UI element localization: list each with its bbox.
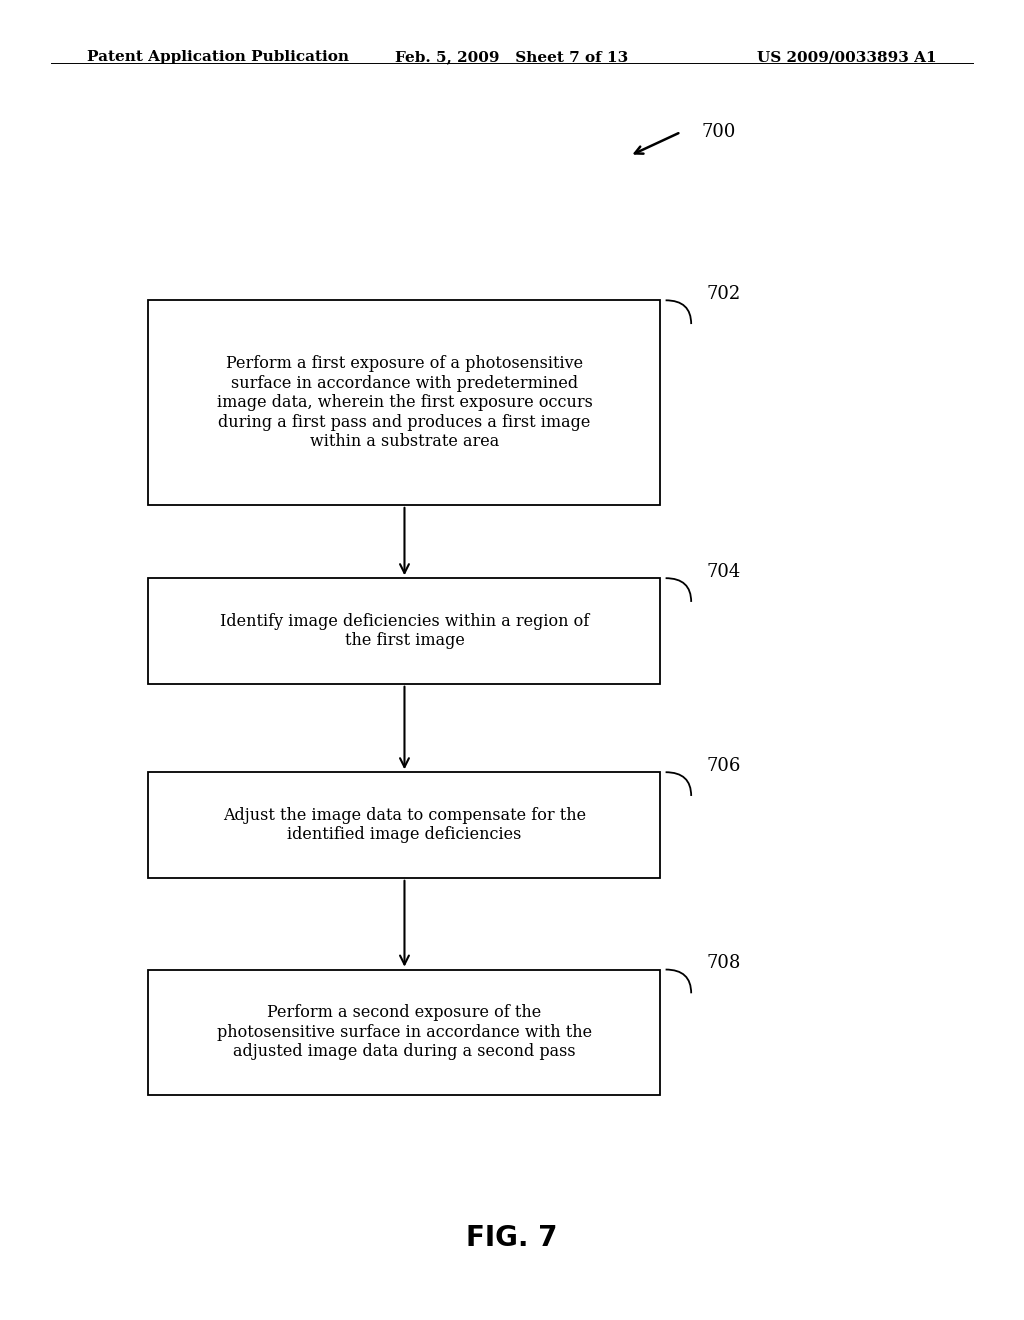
Text: 708: 708 <box>707 954 741 972</box>
Text: 706: 706 <box>707 756 741 775</box>
Text: Identify image deficiencies within a region of
the first image: Identify image deficiencies within a reg… <box>220 612 589 649</box>
Text: Adjust the image data to compensate for the
identified image deficiencies: Adjust the image data to compensate for … <box>223 807 586 843</box>
Text: Perform a first exposure of a photosensitive
surface in accordance with predeter: Perform a first exposure of a photosensi… <box>216 355 593 450</box>
Text: Patent Application Publication: Patent Application Publication <box>87 50 349 65</box>
Text: US 2009/0033893 A1: US 2009/0033893 A1 <box>758 50 937 65</box>
Text: Feb. 5, 2009   Sheet 7 of 13: Feb. 5, 2009 Sheet 7 of 13 <box>395 50 629 65</box>
Bar <box>148 578 660 684</box>
Bar <box>148 772 660 878</box>
Bar <box>148 301 660 506</box>
Text: 700: 700 <box>701 123 736 141</box>
Text: 702: 702 <box>707 285 740 302</box>
Text: 704: 704 <box>707 562 740 581</box>
Text: Perform a second exposure of the
photosensitive surface in accordance with the
a: Perform a second exposure of the photose… <box>217 1005 592 1060</box>
Bar <box>148 969 660 1096</box>
Text: FIG. 7: FIG. 7 <box>466 1224 558 1253</box>
